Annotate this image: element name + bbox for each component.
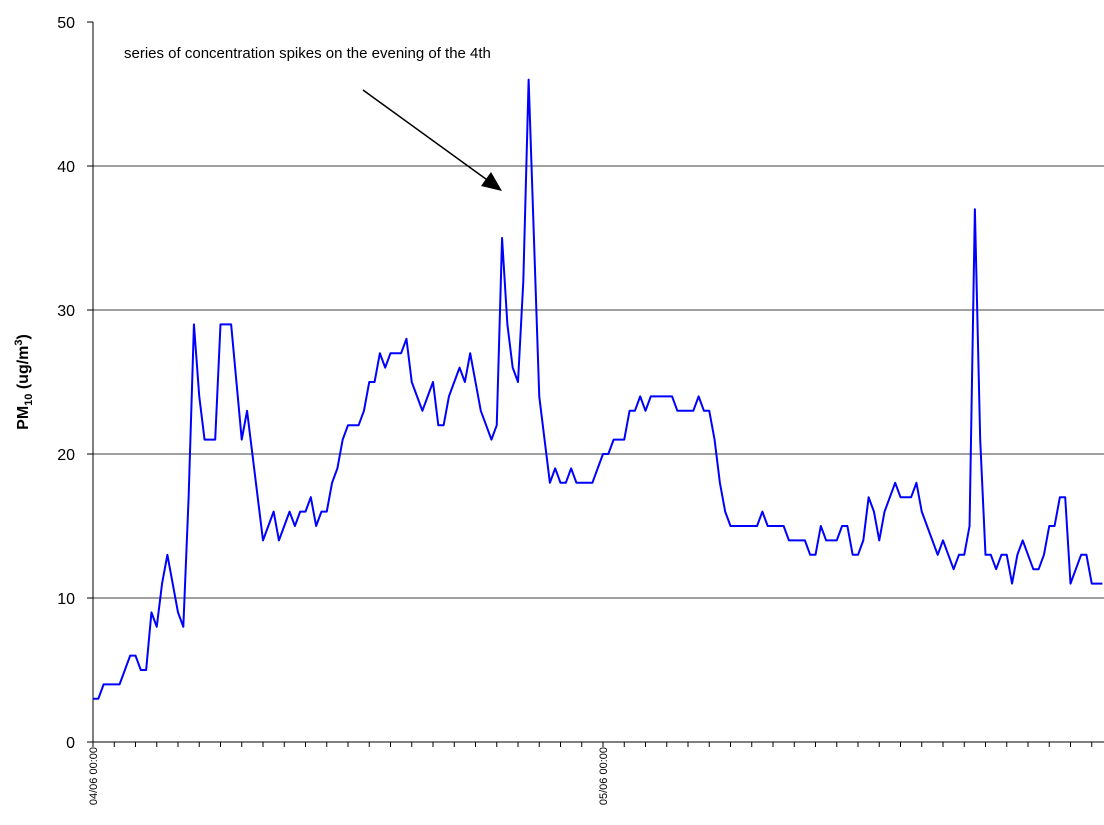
y-tick-label: 10 [57,591,75,608]
y-tick-label: 40 [57,159,75,176]
y-tick-label: 30 [57,303,75,320]
data-line [93,78,1103,700]
y-tick-label: 20 [57,447,75,464]
y-tick-label: 50 [57,15,75,32]
y-title-end: ) [15,334,32,339]
x-tick-label: 04/06 00:00 [88,747,100,805]
x-tick-label: 05/06 00:00 [598,747,610,805]
y-title-sub: 10 [23,394,35,406]
y-tick-label: 0 [66,735,75,752]
annotation-arrow [362,89,502,191]
y-title-base: PM [15,406,32,430]
y-title-mid: (ug/m [15,346,32,394]
annotation: series of concentration spikes on the ev… [124,45,491,62]
y-title-sup: 3 [13,339,25,345]
y-axis-title: PM10 (ug/m3) [13,334,35,430]
